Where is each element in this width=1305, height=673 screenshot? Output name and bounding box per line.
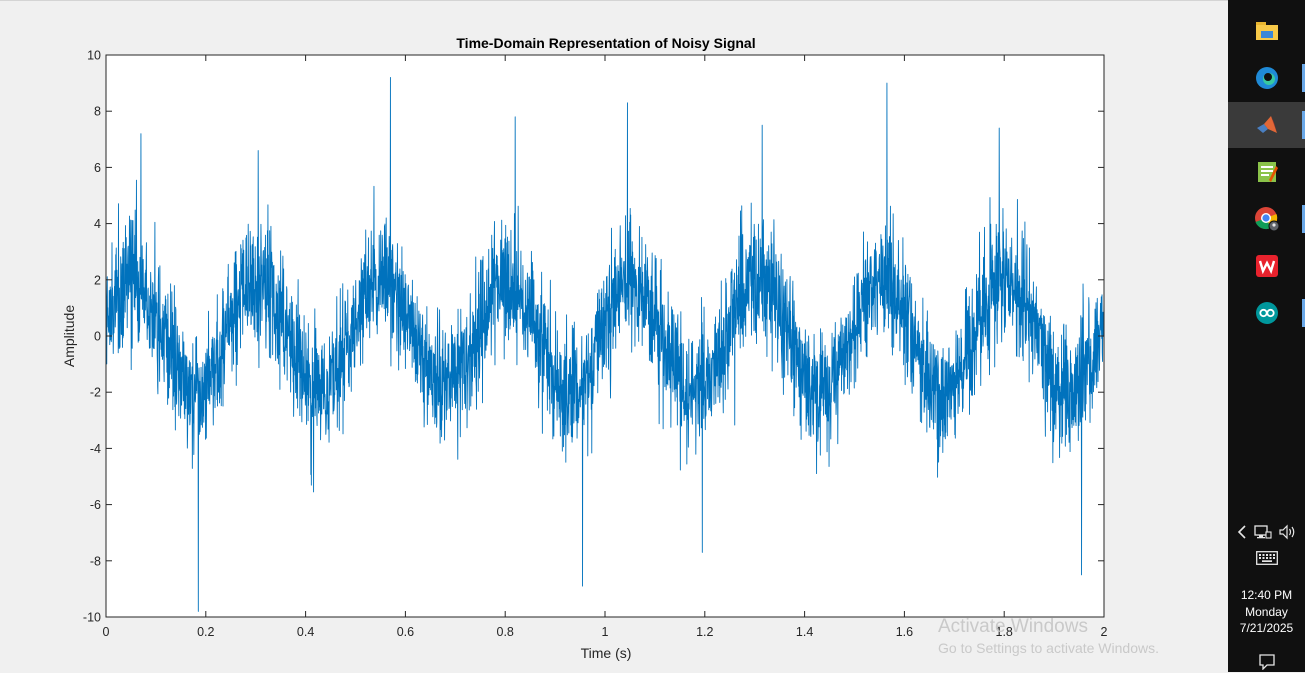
network-icon[interactable]	[1253, 524, 1272, 540]
x-tick-label: 1.6	[896, 625, 913, 639]
y-tick-label: 8	[94, 105, 101, 119]
chrome-icon	[1254, 207, 1279, 232]
taskbar: 12:40 PM Monday 7/21/2025	[1228, 0, 1305, 672]
y-tick-label: -8	[90, 554, 101, 568]
wps-office-button[interactable]	[1228, 243, 1305, 289]
y-tick-label: 4	[94, 217, 101, 231]
arduino-running-indicator	[1302, 299, 1305, 327]
edge-running-indicator	[1302, 64, 1305, 92]
file-explorer-button[interactable]	[1228, 8, 1305, 54]
clock-day: Monday	[1245, 604, 1288, 619]
chart: 0 0.2 0.4 0.6 0.8 1 1.2 1.4 1.6 1.8 2 -10 -8 -6 -4 -2 0 2…	[61, 35, 1108, 661]
clock-date: 7/21/2025	[1239, 621, 1294, 635]
volume-icon[interactable]	[1278, 524, 1297, 540]
notepad-plus-button[interactable]	[1228, 149, 1305, 195]
touch-keyboard-button[interactable]	[1228, 549, 1305, 567]
chart-title: Time-Domain Representation of Noisy Sign…	[456, 35, 755, 51]
x-tick-label: 0.4	[297, 625, 314, 639]
y-axis-label: Amplitude	[61, 305, 77, 367]
y-tick-label: -6	[90, 498, 101, 512]
notepad-plus-icon	[1257, 162, 1278, 182]
x-tick-label: 1.8	[996, 625, 1013, 639]
x-tick-label: 0.6	[397, 625, 414, 639]
x-tick-label: 0.2	[197, 625, 214, 639]
x-tick-label: 1.2	[696, 625, 713, 639]
y-tick-label: 0	[94, 330, 101, 344]
matlab-icon	[1256, 116, 1277, 133]
notification-center-button[interactable]	[1228, 652, 1305, 672]
system-tray	[1228, 522, 1305, 542]
watermark-subtitle: Go to Settings to activate Windows.	[938, 640, 1159, 656]
y-tick-label: 6	[94, 161, 101, 175]
x-tick-label: 0.8	[497, 625, 514, 639]
taskbar-clock[interactable]: 12:40 PM Monday 7/21/2025	[1228, 587, 1305, 637]
matlab-figure-window: 0 0.2 0.4 0.6 0.8 1 1.2 1.4 1.6 1.8 2 -10 -8 -6 -4 -2 0 2…	[0, 0, 1228, 661]
matlab-running-indicator	[1302, 111, 1305, 139]
arduino-icon	[1255, 302, 1278, 324]
x-tick-label: 2	[1101, 625, 1108, 639]
signal-line	[105, 77, 1105, 612]
y-tick-label: -4	[90, 442, 101, 456]
file-explorer-icon	[1255, 22, 1278, 40]
watermark-title: Activate Windows	[938, 616, 1088, 637]
axis-ticks: 0 0.2 0.4 0.6 0.8 1 1.2 1.4 1.6 1.8 2 -10 -8 -6 -4 -2 0 2…	[83, 49, 1108, 640]
y-tick-label: 2	[94, 273, 101, 287]
signal-series	[105, 77, 1105, 612]
x-tick-label: 1.4	[796, 625, 813, 639]
keyboard-icon	[1255, 551, 1278, 565]
arduino-button[interactable]	[1228, 290, 1305, 336]
edge-icon	[1255, 67, 1278, 89]
notification-icon	[1258, 654, 1275, 670]
x-axis-label: Time (s)	[581, 645, 632, 661]
x-tick-label: 1	[602, 625, 609, 639]
chrome-button[interactable]	[1228, 196, 1305, 242]
chevron-left-icon[interactable]	[1237, 525, 1247, 539]
wps-office-icon	[1255, 255, 1278, 277]
y-tick-label: -2	[90, 386, 101, 400]
activate-windows-watermark: Activate Windows Go to Settings to activ…	[938, 615, 1159, 657]
x-tick-label: 0	[103, 625, 110, 639]
clock-time: 12:40 PM	[1240, 588, 1293, 602]
y-tick-label: 10	[87, 49, 101, 63]
chrome-running-indicator	[1302, 205, 1305, 233]
matlab-button[interactable]	[1228, 102, 1305, 148]
edge-button[interactable]	[1228, 55, 1305, 101]
y-tick-label: -10	[83, 611, 101, 625]
